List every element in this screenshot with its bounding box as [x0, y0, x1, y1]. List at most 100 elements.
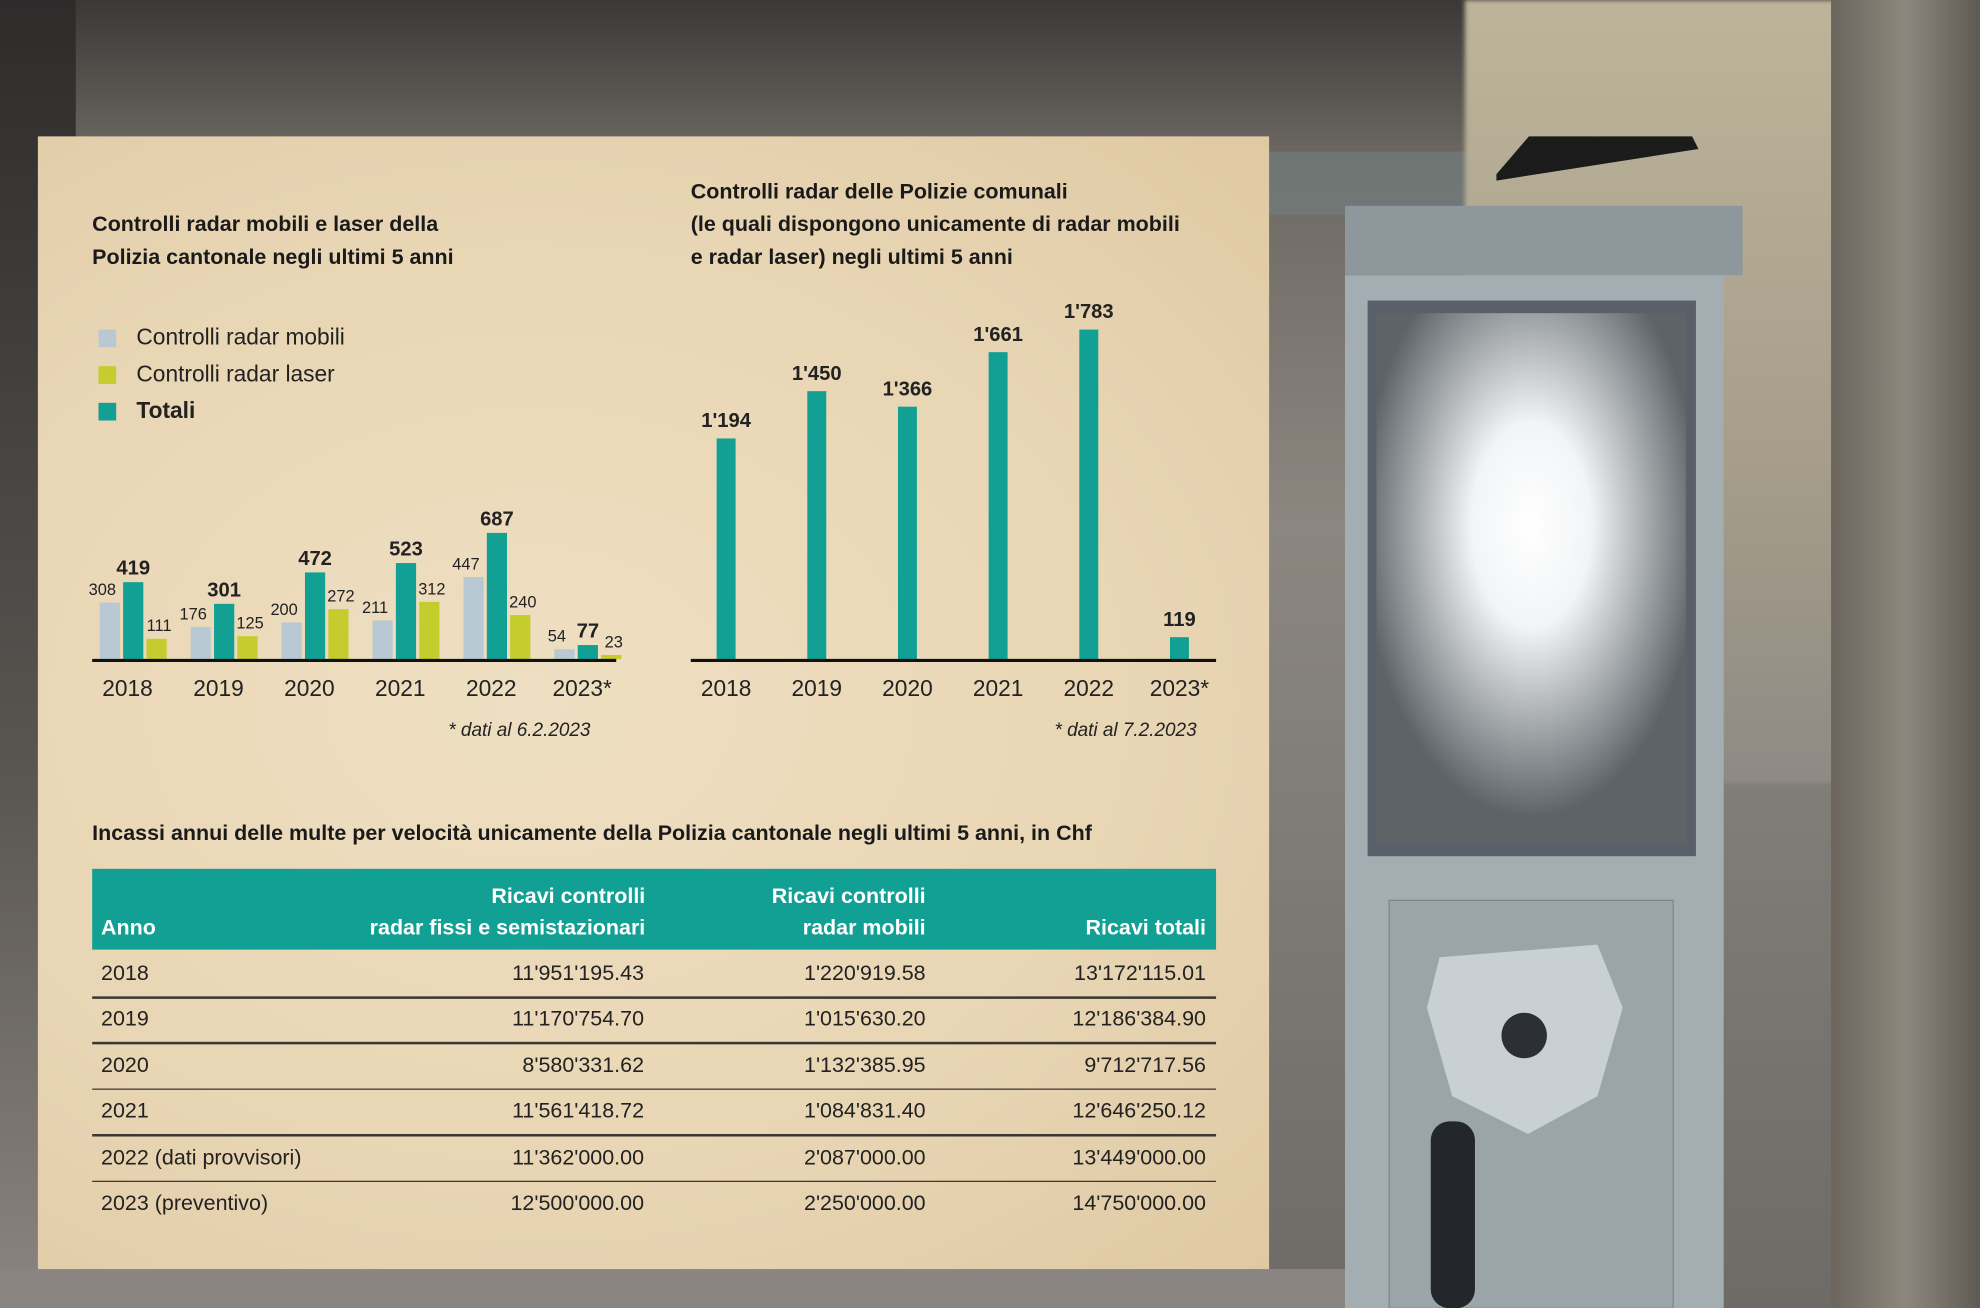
bar-totali — [214, 603, 235, 660]
legend-swatch — [98, 402, 117, 420]
x-tick-label: 2023* — [552, 675, 612, 701]
table-row: 2019 11'170'754.70 1'015'630.20 12'186'384.… — [92, 997, 1216, 1042]
x-tick-label: 2021 — [375, 675, 426, 701]
cell-anno: 2019 — [101, 1006, 149, 1031]
data-label: 308 — [89, 581, 116, 599]
header-line: Ricavi controlli — [491, 883, 646, 908]
row-divider — [92, 1180, 1217, 1183]
data-label: 472 — [298, 548, 332, 570]
cell-totali: 13'172'115.01 — [1074, 960, 1206, 985]
bar-controlli-radar-laser — [510, 615, 531, 660]
table-title: Incassi annui delle multe per velocità u… — [92, 820, 1092, 845]
data-label: 447 — [452, 555, 479, 573]
title-line: (le quali dispongono unicamente di radar… — [690, 212, 1180, 237]
bar-totali — [486, 532, 508, 660]
data-label: 119 — [1163, 609, 1196, 631]
cell-anno: 2021 — [101, 1098, 149, 1123]
legend-swatch — [98, 365, 117, 384]
table-row: 2021 11'561'418.72 1'084'831.40 12'646'250.… — [92, 1089, 1216, 1134]
header-line: radar mobili — [802, 915, 926, 940]
row-divider — [92, 1042, 1217, 1045]
bar-controlli-radar-laser — [601, 654, 622, 660]
data-label: 211 — [362, 599, 388, 617]
x-tick-label: 2020 — [284, 675, 335, 701]
cell-anno: 2023 (preventivo) — [101, 1190, 269, 1215]
bar-controlli-radar-laser — [419, 601, 440, 660]
header-mobili: Ricavi controlli radar mobili — [772, 880, 926, 943]
data-label: 1'194 — [701, 410, 751, 432]
bar-totali — [807, 391, 827, 660]
data-label: 687 — [480, 508, 514, 530]
chart-legend: Controlli radar mobili Controlli radar l… — [98, 319, 345, 429]
cell-mobili: 1'132'385.95 — [804, 1052, 926, 1077]
bar-totali — [1169, 637, 1189, 660]
bar-controlli-radar-mobili — [554, 649, 575, 660]
legend-label: Totali — [136, 397, 196, 424]
data-label: 176 — [180, 605, 207, 623]
cell-anno: 2022 (dati provvisori) — [101, 1144, 302, 1169]
table-row: 2020 8'580'331.62 1'132'385.95 9'712'717.56 — [92, 1043, 1216, 1088]
cell-mobili: 1'084'831.40 — [804, 1098, 926, 1123]
x-tick-label: 2022 — [1064, 675, 1115, 701]
bar-totali — [304, 572, 326, 660]
bar-controlli-radar-laser — [146, 638, 167, 660]
cell-fissi: 12'500'000.00 — [510, 1190, 645, 1215]
header-totali: Ricavi totali — [1085, 915, 1206, 940]
bar-controlli-radar-laser — [328, 609, 349, 660]
header-fissi: Ricavi controlli radar fissi e semistazio… — [370, 880, 646, 943]
cell-mobili: 1'220'919.58 — [804, 960, 926, 985]
cell-fissi: 11'561'418.72 — [512, 1098, 645, 1123]
x-tick-label: 2023* — [1150, 675, 1210, 701]
data-label: 272 — [327, 588, 354, 606]
legend-item-mobili: Controlli radar mobili — [98, 319, 345, 356]
header-line: radar fissi e semistazionari — [369, 915, 646, 940]
table-header: Anno Ricavi controlli radar fissi e semis… — [92, 868, 1217, 950]
background-photo — [1269, 151, 1472, 215]
x-tick-label: 2022 — [466, 675, 517, 701]
cell-fissi: 11'362'000.00 — [512, 1144, 645, 1169]
bar-totali — [577, 645, 598, 660]
table-row: 2022 (dati provvisori) 11'362'000.00 2'087… — [92, 1135, 1216, 1180]
bar-controlli-radar-mobili — [372, 620, 393, 660]
data-label: 312 — [418, 580, 445, 598]
x-tick-label: 2020 — [882, 675, 933, 701]
bar-controlli-radar-laser — [237, 636, 258, 660]
bar-totali — [123, 582, 144, 660]
data-label: 523 — [389, 538, 423, 560]
cell-mobili: 2'250'000.00 — [804, 1190, 926, 1215]
row-divider — [92, 996, 1217, 999]
title-line: Controlli radar delle Polizie comunali — [690, 179, 1068, 204]
right-chart-footnote: * dati al 7.2.2023 — [1054, 719, 1197, 742]
background-road — [0, 1269, 1390, 1308]
left-chart-footnote: * dati al 6.2.2023 — [448, 719, 591, 742]
x-tick-label: 2019 — [193, 675, 244, 701]
bar-controlli-radar-mobili — [190, 626, 211, 660]
x-tick-label: 2021 — [973, 675, 1024, 701]
data-label: 54 — [548, 628, 566, 646]
data-label: 419 — [116, 558, 150, 580]
infographic-panel — [37, 136, 1270, 1270]
cell-totali: 14'750'000.00 — [1072, 1190, 1206, 1215]
x-tick-label: 2019 — [792, 675, 843, 701]
legend-item-laser: Controlli radar laser — [98, 356, 344, 393]
background-tree — [1831, 0, 1980, 1308]
row-divider — [92, 1088, 1217, 1091]
legend-label: Controlli radar mobili — [136, 324, 345, 350]
legend-swatch — [98, 328, 117, 347]
data-label: 301 — [207, 579, 241, 601]
table-row: 2023 (preventivo) 12'500'000.00 2'250'000.… — [92, 1181, 1216, 1226]
cell-totali: 12'646'250.12 — [1072, 1098, 1206, 1123]
data-label: 23 — [605, 633, 623, 651]
data-label: 1'450 — [792, 363, 842, 385]
title-line: e radar laser) negli ultimi 5 anni — [690, 244, 1013, 269]
bar-totali — [897, 406, 917, 660]
right-chart-title: Controlli radar delle Polizie comunali (… — [691, 176, 1180, 274]
bar-controlli-radar-mobili — [99, 602, 120, 660]
bar-totali — [988, 352, 1008, 660]
bar-totali — [395, 563, 417, 660]
x-tick-label: 2018 — [701, 675, 752, 701]
table-row: 2018 11'951'195.43 1'220'919.58 13'172'115.… — [92, 951, 1216, 996]
legend-label: Controlli radar laser — [136, 361, 335, 387]
cell-mobili: 1'015'630.20 — [804, 1006, 926, 1031]
